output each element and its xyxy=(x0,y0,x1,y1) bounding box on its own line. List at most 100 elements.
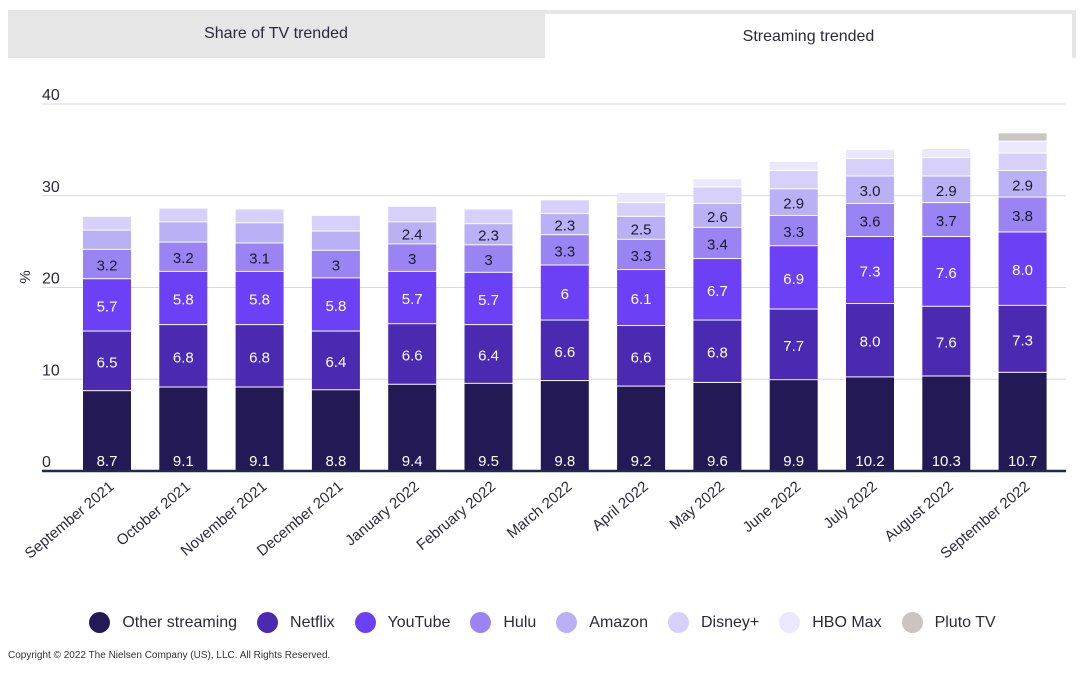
data-label: 9.2 xyxy=(631,453,652,470)
data-label: 3.0 xyxy=(860,183,881,200)
bar-segment xyxy=(998,305,1047,372)
bar-segment xyxy=(235,223,284,243)
data-label: 3 xyxy=(332,258,340,275)
data-label: 9.4 xyxy=(402,453,423,470)
bar-segment xyxy=(617,216,666,239)
bar-segment xyxy=(769,161,818,170)
bar-segment xyxy=(540,200,589,214)
bar-segment xyxy=(769,189,818,215)
data-label: 6.8 xyxy=(707,345,728,362)
bar-segment xyxy=(388,384,437,470)
legend-swatch xyxy=(901,612,923,633)
legend-label: Amazon xyxy=(589,613,648,631)
bar-segment xyxy=(464,272,513,325)
legend-item[interactable]: YouTube xyxy=(354,612,450,633)
bar-segment xyxy=(693,382,742,470)
tab-streaming-trended[interactable]: Streaming trended xyxy=(545,14,1072,59)
legend-item[interactable]: Disney+ xyxy=(667,612,760,633)
bar-segment xyxy=(540,381,589,470)
data-label: 2.9 xyxy=(936,183,957,200)
bar-segment xyxy=(617,192,666,203)
bar-segment xyxy=(311,331,360,390)
data-label: 3.1 xyxy=(249,251,270,268)
legend-item[interactable]: Amazon xyxy=(556,612,648,633)
bar-segment xyxy=(464,245,513,272)
data-label: 2.3 xyxy=(554,218,575,235)
y-tick-label: 0 xyxy=(42,454,51,471)
y-tick-label: 40 xyxy=(42,87,60,104)
data-label: 7.7 xyxy=(783,338,804,355)
bar-segment xyxy=(83,391,131,470)
data-label: 8.0 xyxy=(1012,262,1033,279)
legend-label: Pluto TV xyxy=(934,613,996,631)
y-tick-label: 30 xyxy=(42,179,60,196)
bar-segment xyxy=(83,230,131,249)
bar-segment xyxy=(693,187,742,204)
legend-item[interactable]: Hulu xyxy=(470,612,536,633)
data-label: 3.4 xyxy=(707,236,728,253)
data-label: 6.5 xyxy=(97,354,118,371)
bar-segment xyxy=(388,206,437,222)
bar-segment xyxy=(464,383,513,470)
x-tick-label: February 2022 xyxy=(413,478,499,554)
bar-segment xyxy=(464,325,513,383)
bar-segment xyxy=(617,239,666,270)
bar-segment xyxy=(83,249,131,279)
data-label: 6.8 xyxy=(173,349,194,366)
bar-segment xyxy=(235,271,284,325)
legend-item[interactable]: HBO Max xyxy=(779,612,882,633)
data-label: 5.8 xyxy=(173,292,194,309)
data-label: 6.6 xyxy=(631,349,652,366)
legend-item[interactable]: Netflix xyxy=(257,612,335,633)
bar-segment xyxy=(846,149,894,159)
data-label: 3.3 xyxy=(783,224,804,241)
data-label: 10.2 xyxy=(855,453,884,470)
bar-segment xyxy=(159,242,208,271)
stacked-bar-chart: 0 10 20 30 40% 8.7 6.5 5.7 3.2 September 2021 9.1 6… xyxy=(17,87,1066,562)
data-label: 5.8 xyxy=(325,298,346,315)
data-label: 10.7 xyxy=(1008,453,1037,470)
bar-segment xyxy=(922,306,971,376)
legend-item[interactable]: Other streaming xyxy=(89,612,237,633)
legend-label: HBO Max xyxy=(812,613,882,631)
data-label: 9.1 xyxy=(173,453,194,470)
bar-segment xyxy=(159,208,208,222)
bar-segment xyxy=(540,320,589,381)
bar-segment xyxy=(846,377,894,470)
data-label: 3.2 xyxy=(173,250,194,267)
data-label: 6.9 xyxy=(783,271,804,288)
data-label: 3.3 xyxy=(631,248,652,265)
bar-segment xyxy=(388,271,437,324)
data-label: 8.8 xyxy=(325,453,346,470)
tab-bar: Share of TV trended Streaming trended xyxy=(8,10,1076,59)
bar-segment xyxy=(235,209,284,223)
legend-swatch xyxy=(470,612,492,633)
data-label: 3 xyxy=(484,252,492,269)
bar-segment xyxy=(922,203,971,237)
data-label: 6.7 xyxy=(707,283,728,300)
bar-segment xyxy=(998,170,1047,197)
legend-item[interactable]: Pluto TV xyxy=(901,612,996,633)
data-label: 9.1 xyxy=(249,453,270,470)
bar-segment xyxy=(922,176,971,203)
bar-segment xyxy=(693,320,742,382)
bar-segment xyxy=(922,148,971,158)
data-label: 6.4 xyxy=(325,354,346,371)
data-label: 5.7 xyxy=(402,291,423,308)
bar-segment xyxy=(159,271,208,325)
legend-swatch xyxy=(667,612,689,633)
bar-segment xyxy=(159,222,208,242)
bar-segment xyxy=(311,278,360,331)
bar-segment xyxy=(540,235,589,265)
bar-segment xyxy=(464,209,513,224)
y-tick-label: 10 xyxy=(42,362,60,379)
bar-segment xyxy=(159,325,208,387)
bar-segment xyxy=(83,331,131,391)
x-tick-label: April 2022 xyxy=(589,478,652,534)
bar-segment xyxy=(846,204,894,237)
legend-label: Disney+ xyxy=(700,613,760,631)
data-label: 9.8 xyxy=(554,453,575,470)
legend-swatch xyxy=(89,612,111,633)
data-label: 10.3 xyxy=(932,453,961,470)
tab-share-of-tv-trended[interactable]: Share of TV trended xyxy=(204,25,348,42)
